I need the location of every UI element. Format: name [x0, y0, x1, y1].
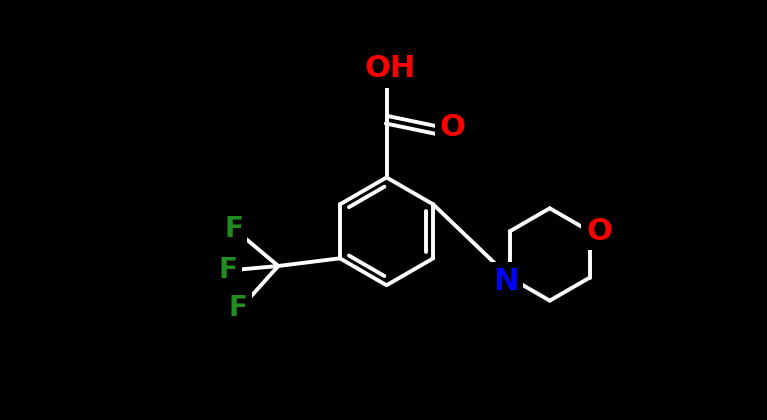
Text: N: N — [493, 267, 518, 296]
Text: F: F — [229, 294, 248, 323]
Text: F: F — [219, 256, 238, 284]
Text: O: O — [439, 113, 466, 142]
Text: OH: OH — [365, 54, 416, 84]
Text: O: O — [586, 217, 612, 246]
Text: F: F — [224, 215, 243, 243]
